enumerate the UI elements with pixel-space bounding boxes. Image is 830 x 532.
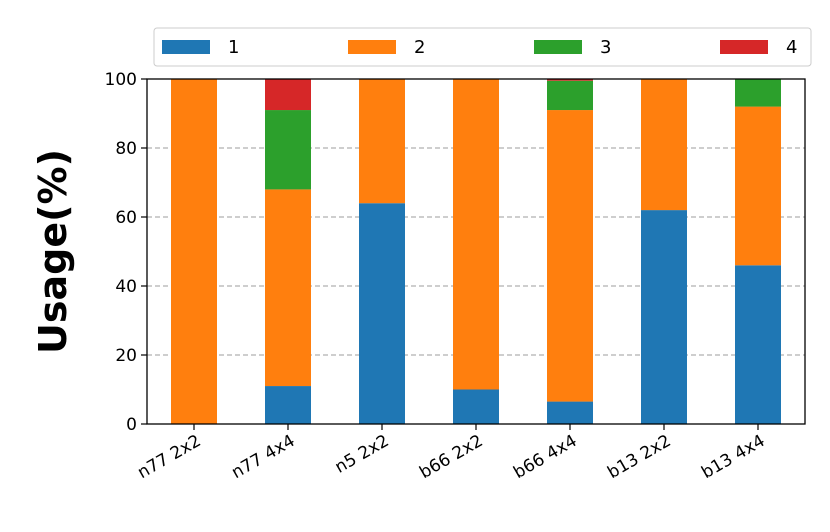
bar-segment-series-2	[265, 189, 311, 387]
bar-segment-series-2	[359, 79, 405, 204]
y-tick-label: 40	[115, 277, 137, 297]
legend-label-2: 2	[414, 37, 425, 58]
legend-label-4: 4	[786, 37, 797, 58]
bars	[171, 79, 781, 424]
bar-segment-series-1	[359, 203, 405, 424]
bar-segment-series-2	[171, 79, 217, 424]
y-tick-label: 20	[115, 346, 137, 366]
bar-segment-series-1	[265, 386, 311, 424]
x-tick-label: n5 2x2	[332, 431, 393, 478]
legend-swatch-4	[720, 40, 768, 54]
bar-segment-series-1	[641, 210, 687, 424]
x-axis: n77 2x2 n77 4x4 n5 2x2 b66 2x2 b66 4x4 b13 2x…	[134, 424, 769, 483]
y-tick-label: 80	[115, 139, 137, 159]
bar-segment-series-2	[453, 79, 499, 390]
x-tick-label: b66 2x2	[416, 431, 486, 483]
bar-segment-series-4	[265, 79, 311, 111]
legend-label-3: 3	[600, 37, 611, 58]
bar-segment-series-2	[641, 79, 687, 211]
bar-segment-series-1	[735, 265, 781, 424]
y-axis: 0 20 40 60 80 100	[105, 70, 147, 435]
y-tick-label: 60	[115, 208, 137, 228]
x-tick-label: n77 2x2	[134, 431, 204, 483]
legend-swatch-1	[162, 40, 210, 54]
x-tick-label: b13 2x2	[604, 431, 674, 483]
legend-frame	[153, 27, 812, 67]
bar-segment-series-2	[735, 106, 781, 266]
bar-segment-series-3	[265, 110, 311, 190]
bar-segment-series-4	[547, 79, 593, 81]
y-tick-label: 0	[126, 415, 137, 435]
bar-segment-series-1	[453, 389, 499, 424]
bar-segment-series-2	[547, 110, 593, 402]
y-tick-label: 100	[105, 70, 137, 90]
legend-label-1: 1	[228, 37, 239, 58]
x-tick-label: b13 4x4	[698, 431, 768, 483]
legend: 1 2 3 4	[153, 27, 812, 67]
x-tick-label: n77 4x4	[228, 431, 298, 483]
bar-segment-series-3	[735, 79, 781, 107]
legend-swatch-2	[348, 40, 396, 54]
bar-segment-series-1	[547, 401, 593, 424]
legend-swatch-3	[534, 40, 582, 54]
y-axis-title: Usage(%)	[31, 149, 75, 354]
bar-segment-series-3	[547, 80, 593, 111]
x-tick-label: b66 4x4	[510, 431, 580, 483]
